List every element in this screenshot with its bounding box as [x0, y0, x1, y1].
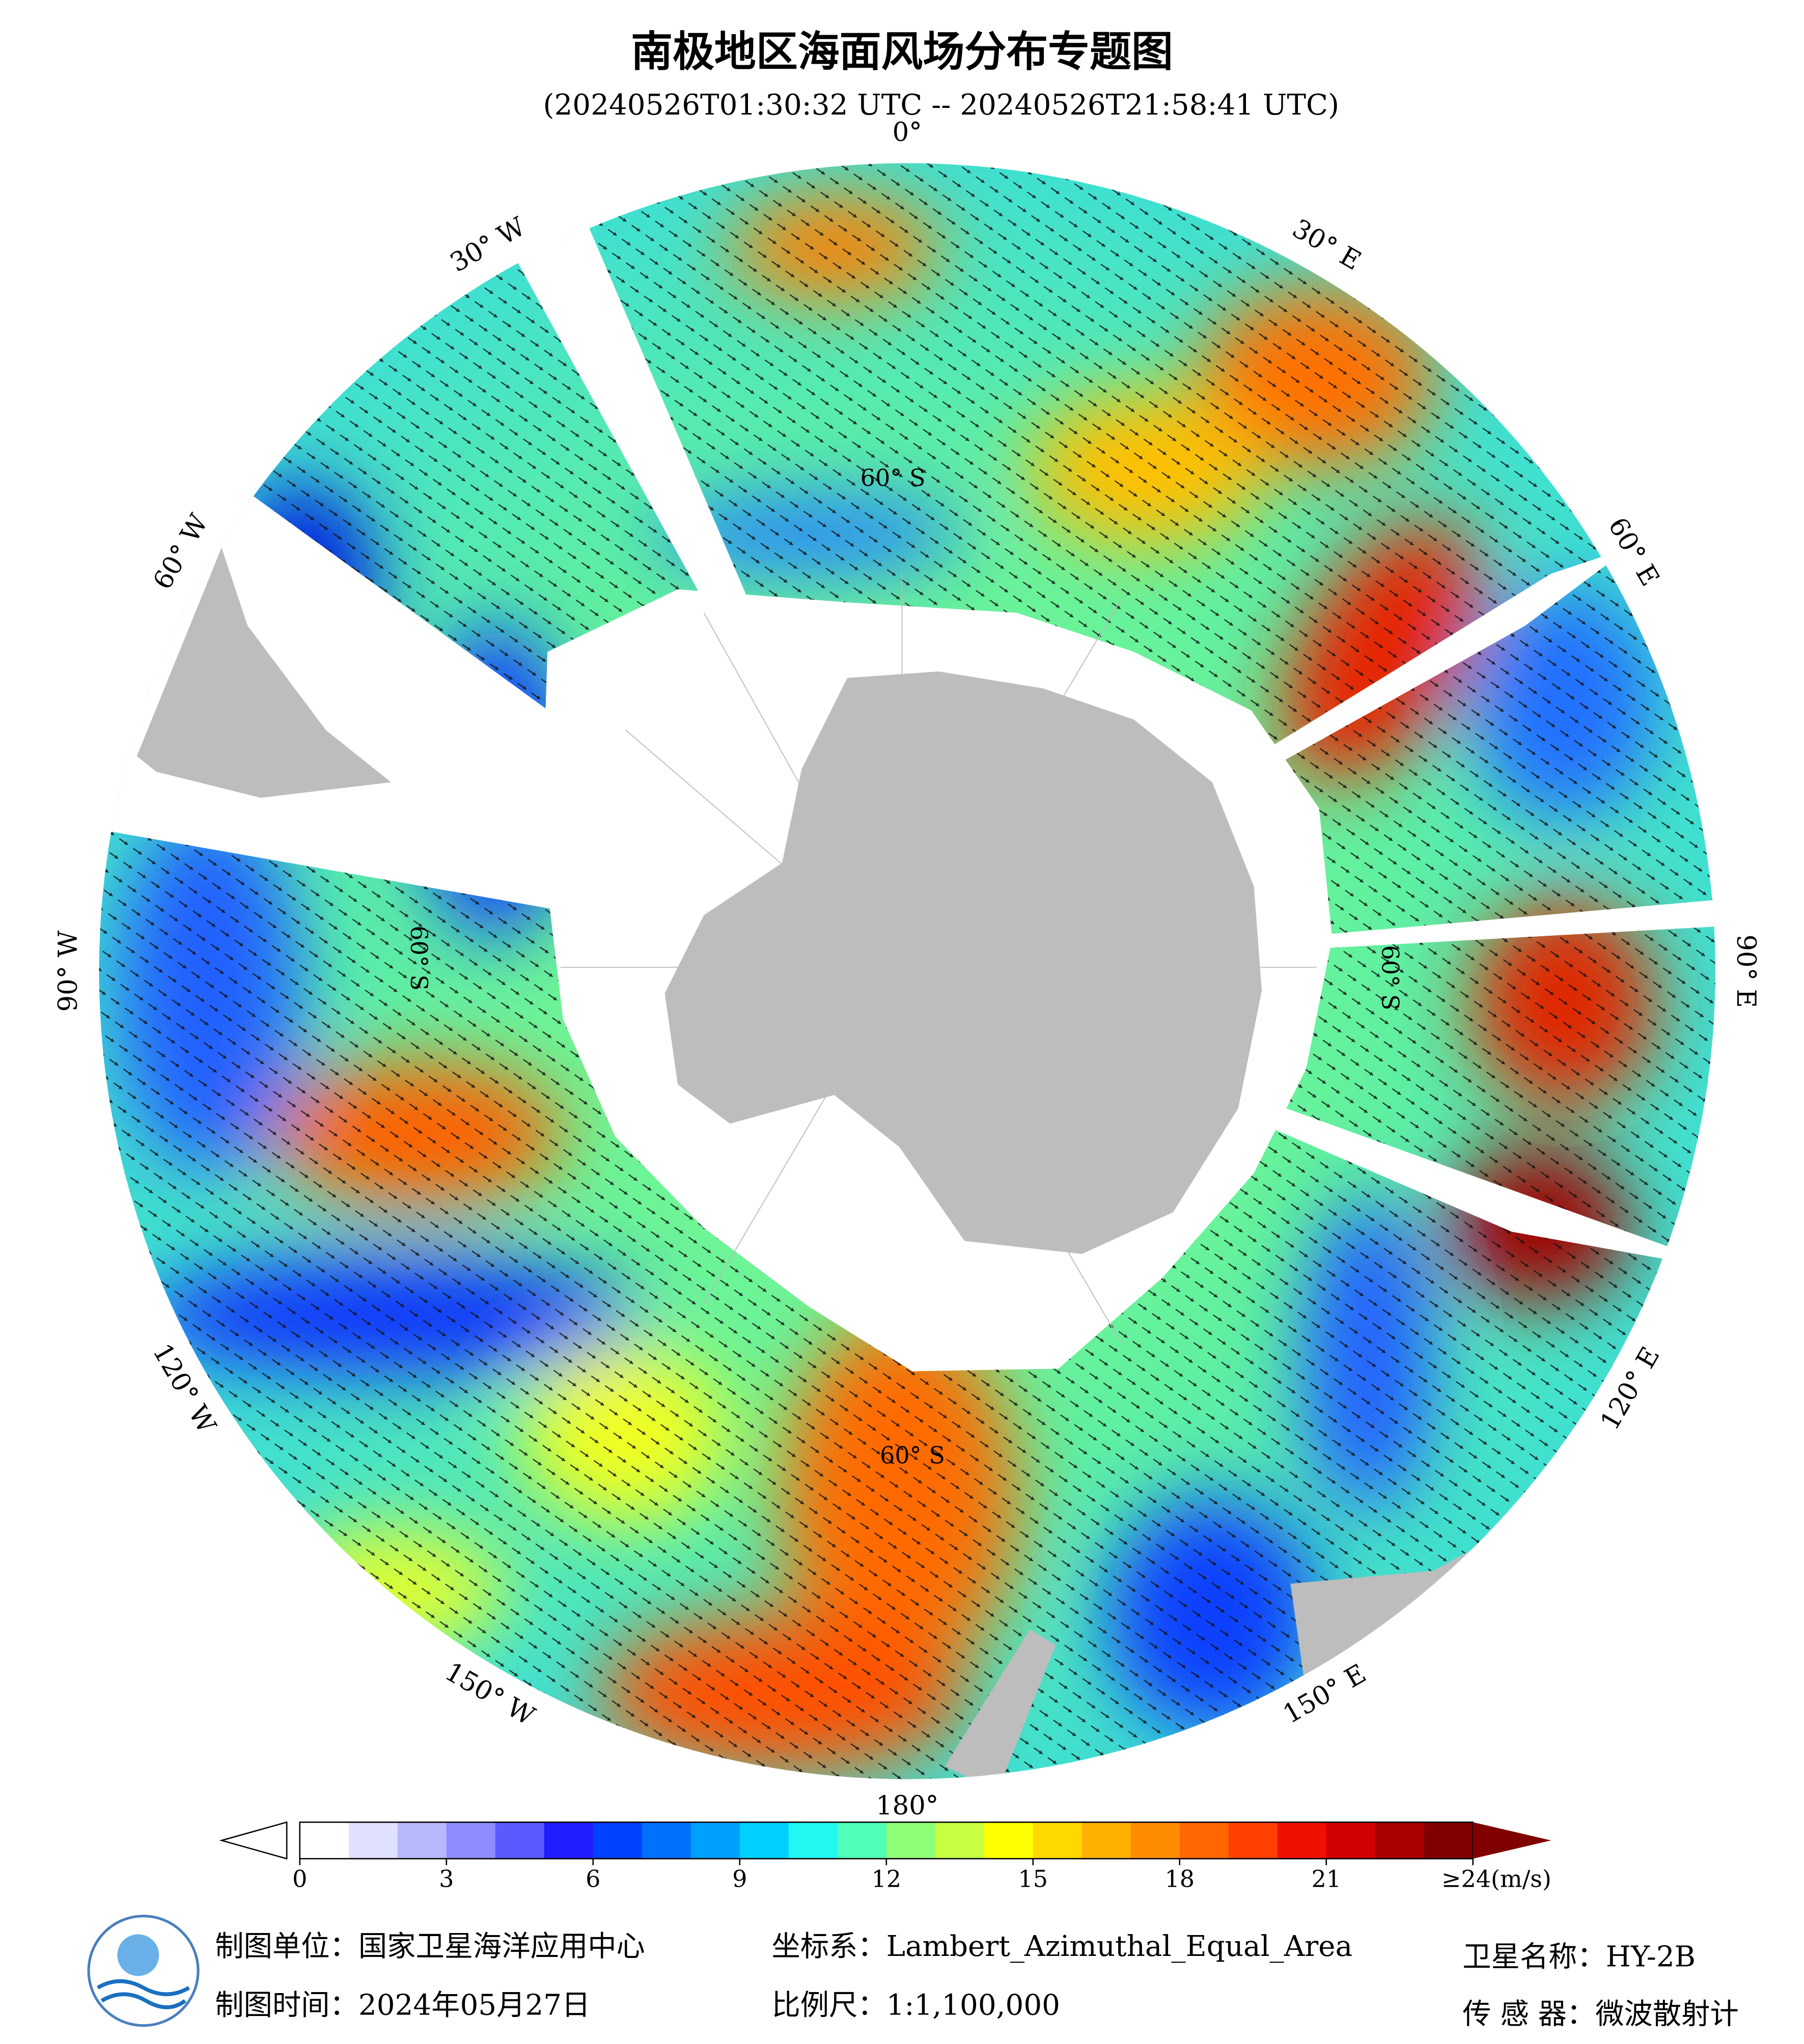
longitude-label: 180°	[876, 1790, 938, 1821]
longitude-label: 90° E	[1731, 934, 1761, 1007]
longitude-label: 90° W	[53, 930, 84, 1012]
colorbar-segment	[886, 1822, 936, 1859]
colorbar-segment	[544, 1822, 594, 1859]
latitude-label: 60° S	[1376, 945, 1404, 1011]
colorbar-segment	[1424, 1822, 1474, 1859]
colorbar-tick-label: ≥24(m/s)	[1441, 1865, 1551, 1893]
colorbar-segment	[1033, 1822, 1083, 1859]
colorbar-tick-label: 12	[871, 1865, 901, 1893]
footer-sensor: 传 感 器：微波散射计	[1462, 1998, 1738, 2031]
footer-satellite: 卫星名称：HY-2B	[1462, 1941, 1696, 1974]
colorbar-segment	[642, 1822, 691, 1859]
longitude-label: 0°	[893, 117, 922, 148]
colorbar-segment	[788, 1822, 838, 1859]
colorbar: 0 3 6 9 12 15 18 21 ≥24(m/s)	[219, 1821, 1551, 1893]
colorbar-tick-label: 21	[1311, 1865, 1341, 1893]
colorbar-segment	[1375, 1822, 1425, 1859]
colorbar-segment	[397, 1822, 447, 1859]
subtitle: (20240526T01:30:32 UTC -- 20240526T21:58…	[543, 89, 1340, 122]
colorbar-tick-label: 18	[1164, 1865, 1195, 1893]
colorbar-segment	[1228, 1822, 1278, 1859]
latitude-label: 60° S	[880, 1442, 945, 1469]
colorbar-tick-label: 0	[292, 1865, 307, 1893]
colorbar-tick-label: 9	[732, 1865, 747, 1893]
colorbar-segment	[1326, 1822, 1376, 1859]
colorbar-segment	[299, 1822, 349, 1859]
colorbar-segment	[1179, 1822, 1229, 1859]
colorbar-extend	[1473, 1822, 1551, 1859]
colorbar-tick-label: 15	[1018, 1865, 1048, 1893]
logo	[87, 1915, 200, 2027]
colorbar-segment	[690, 1822, 740, 1859]
colorbar-segment	[984, 1822, 1034, 1859]
colorbar-segment	[446, 1822, 496, 1859]
colorbar-segment	[1277, 1822, 1327, 1859]
antarctica	[664, 671, 1262, 1254]
colorbar-segment	[739, 1822, 789, 1859]
footer-scale: 比例尺：1:1,100,000	[772, 1989, 1061, 2022]
colorbar-segment	[1130, 1822, 1180, 1859]
colorbar-tick-label: 3	[439, 1865, 454, 1893]
colorbar-segment	[495, 1822, 545, 1859]
footer-crs: 坐标系：Lambert_Azimuthal_Equal_Area	[772, 1930, 1353, 1963]
footer-unit: 制图单位：国家卫星海洋应用中心	[215, 1930, 645, 1963]
latitude-label: 60° S	[405, 926, 433, 991]
colorbar-segment	[935, 1822, 985, 1859]
latitude-labels: 60° S 60° S 60° S 60° S	[405, 464, 1404, 1469]
colorbar-segment	[837, 1822, 887, 1859]
title: 南极地区海面风场分布专题图	[631, 27, 1173, 76]
latitude-label: 60° S	[861, 464, 926, 492]
colorbar-segment	[1081, 1822, 1131, 1859]
footer-date: 制图时间：2024年05月27日	[215, 1989, 590, 2022]
colorbar-segment	[593, 1822, 643, 1859]
colorbar-segment	[348, 1822, 398, 1859]
colorbar-tick-label: 6	[586, 1865, 600, 1893]
